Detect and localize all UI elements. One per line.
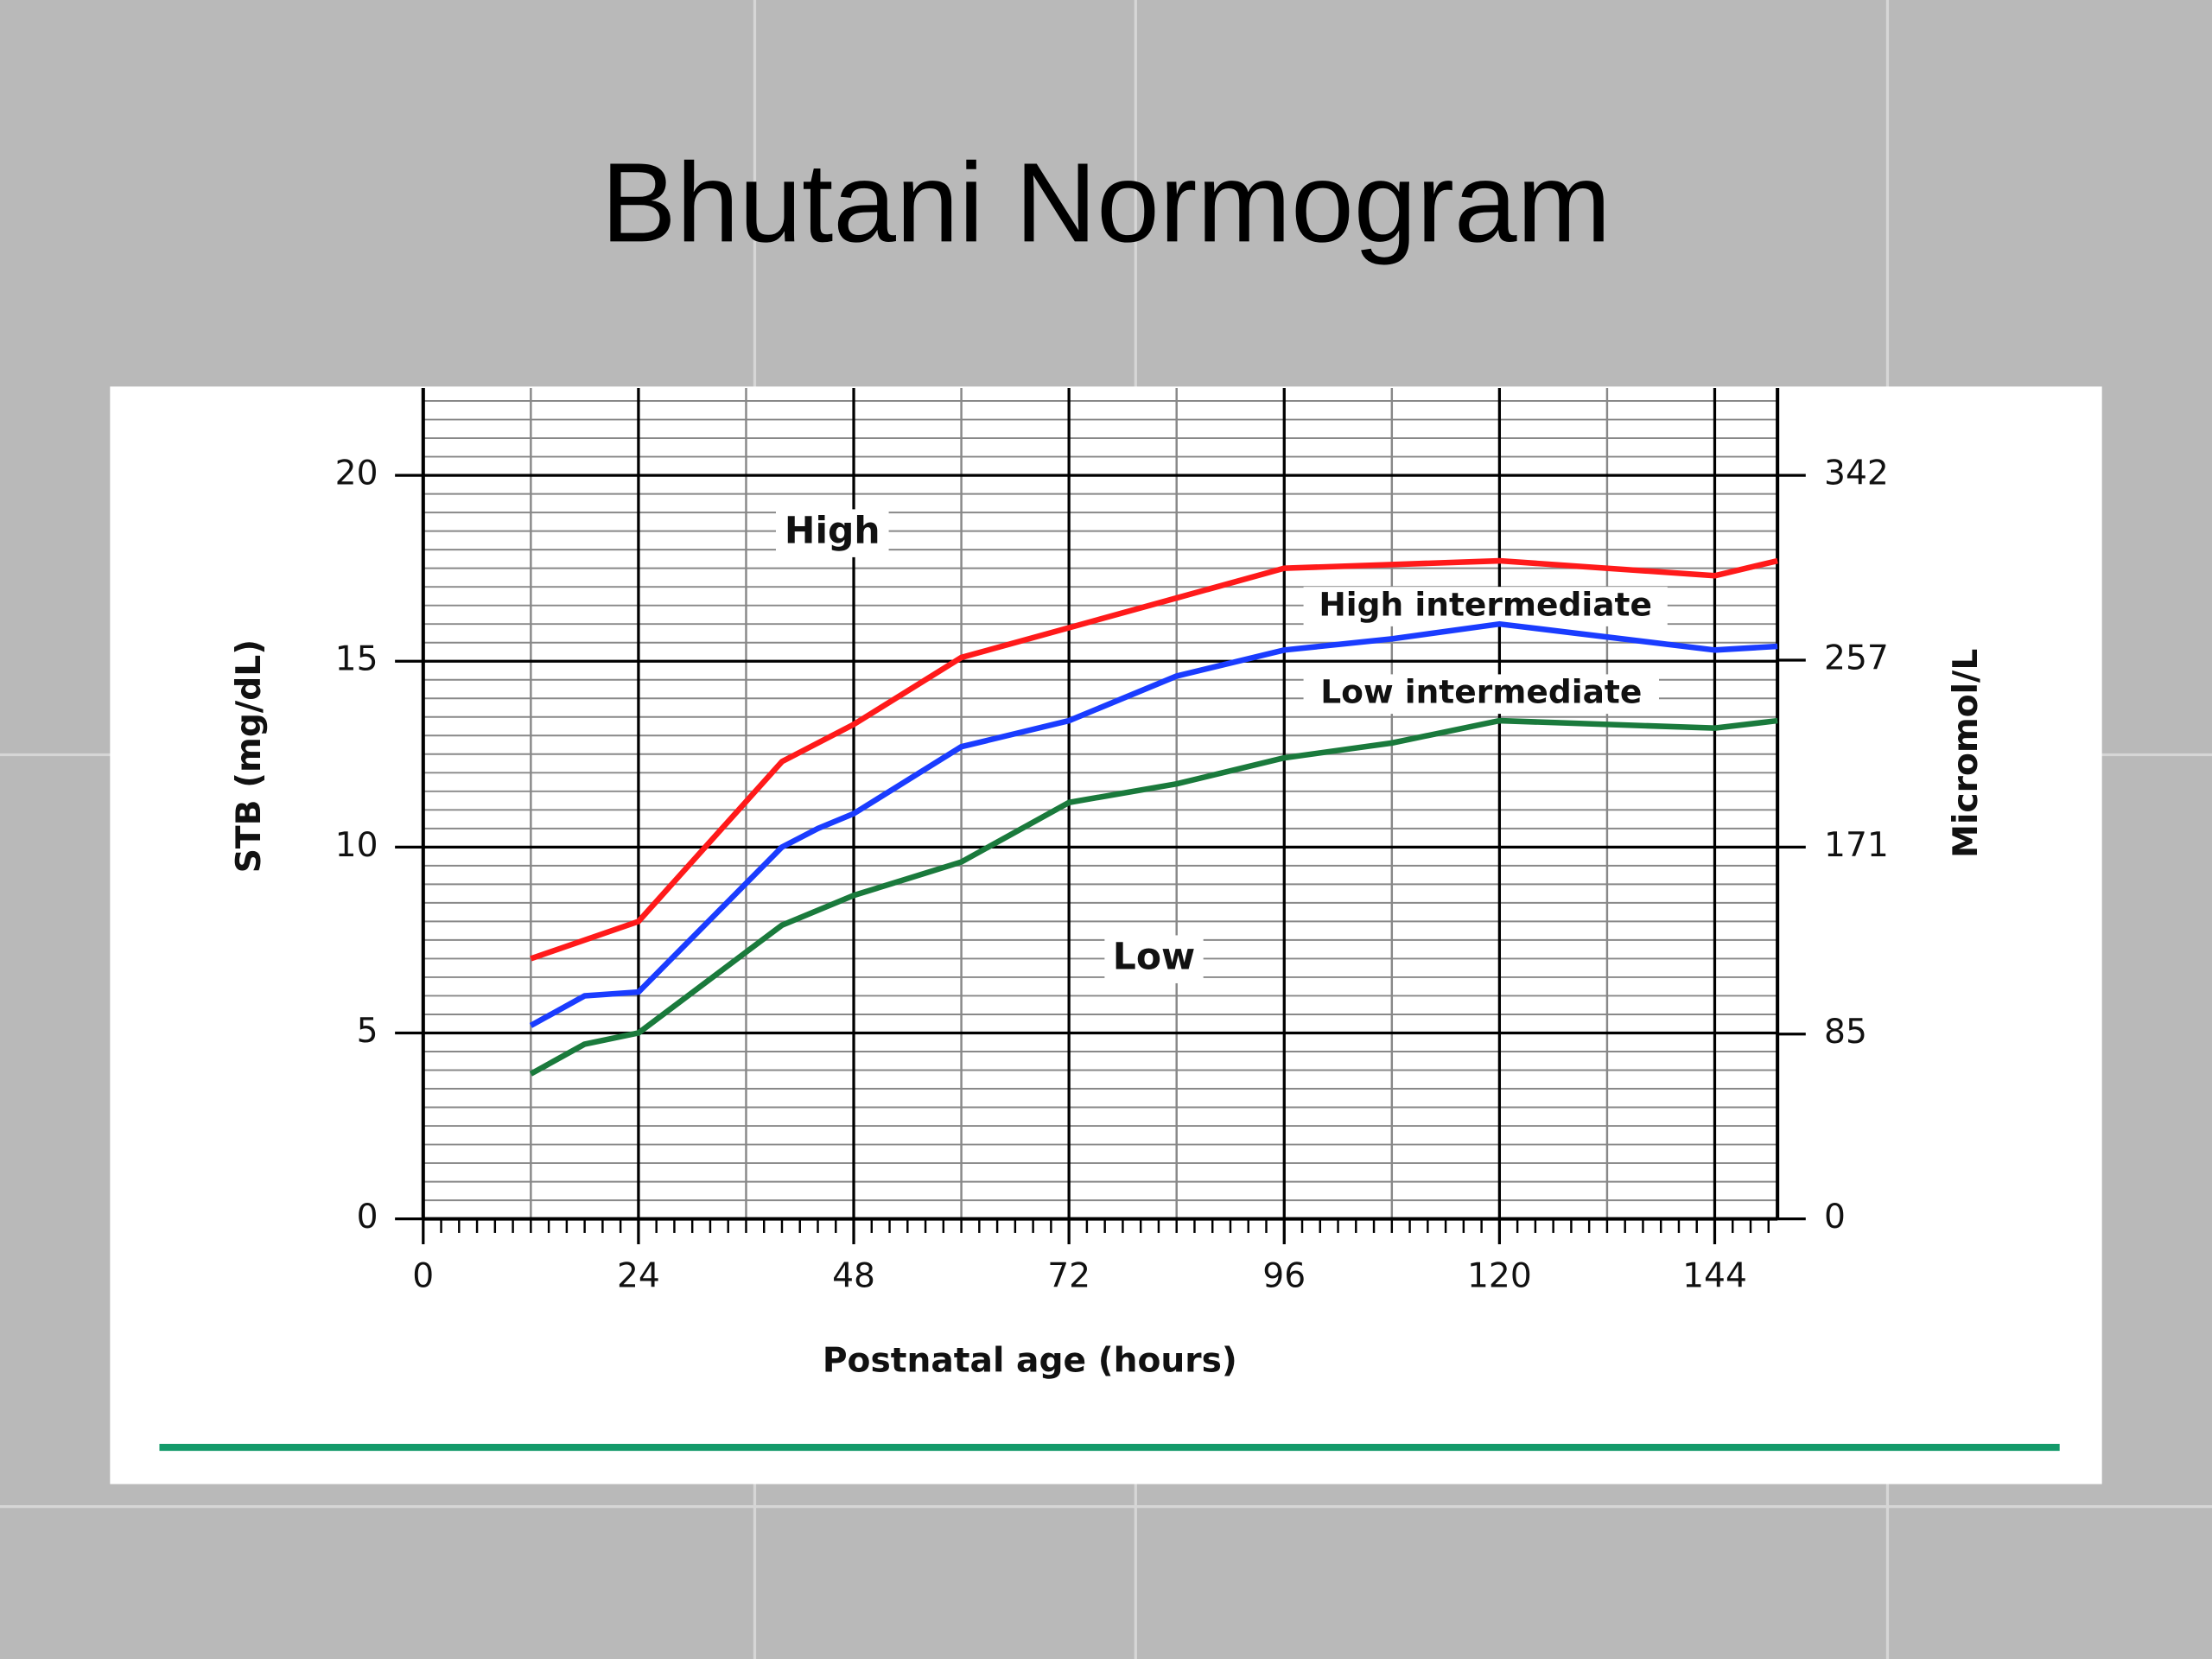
x-tick-label: 120 bbox=[1467, 1257, 1532, 1296]
y2-tick-label: 0 bbox=[1824, 1198, 1846, 1236]
annotation-background bbox=[1104, 935, 1204, 983]
x-tick-label: 0 bbox=[412, 1257, 434, 1296]
annotation: High bbox=[785, 511, 880, 553]
y-tick-label: 10 bbox=[335, 826, 378, 865]
series-line bbox=[530, 557, 1778, 962]
annotation-background bbox=[1303, 674, 1659, 715]
plot: 0 5 10 15 20 0 85 171 257 342 0 24 48 72 96 120 144 Postn… bbox=[230, 387, 1986, 1381]
annotation-background bbox=[775, 509, 889, 557]
y-tick-label: 15 bbox=[335, 640, 378, 679]
series-line bbox=[529, 717, 1778, 1077]
y2-tick-label: 85 bbox=[1824, 1013, 1867, 1052]
x-tick-label: 24 bbox=[617, 1257, 660, 1296]
x-axis-title: Postnatal age (hours) bbox=[823, 1342, 1237, 1381]
x-tick-label: 48 bbox=[832, 1257, 875, 1296]
y-tick-label: 5 bbox=[357, 1012, 378, 1051]
annotation: High intermediate bbox=[1319, 586, 1652, 624]
annotation-background bbox=[1303, 587, 1668, 626]
y2-tick-label: 342 bbox=[1824, 454, 1889, 493]
series-line bbox=[529, 620, 1778, 1028]
x-tick-label: 96 bbox=[1262, 1257, 1306, 1296]
y-tick-label: 20 bbox=[335, 454, 378, 493]
y2-tick-label: 257 bbox=[1824, 639, 1889, 677]
y-tick-label: 0 bbox=[357, 1198, 378, 1236]
annotation: Low intermediate bbox=[1320, 673, 1642, 711]
y-axis-title: STB (mg/dL) bbox=[230, 639, 269, 873]
annotation: Low bbox=[1113, 937, 1195, 979]
y2-tick-label: 171 bbox=[1824, 826, 1889, 865]
x-tick-label: 72 bbox=[1047, 1257, 1090, 1296]
x-tick-label: 144 bbox=[1682, 1257, 1747, 1296]
y2-axis-title: Micromol/L bbox=[1947, 649, 1986, 858]
slide-title: Bhutani Normogram bbox=[601, 139, 1611, 265]
